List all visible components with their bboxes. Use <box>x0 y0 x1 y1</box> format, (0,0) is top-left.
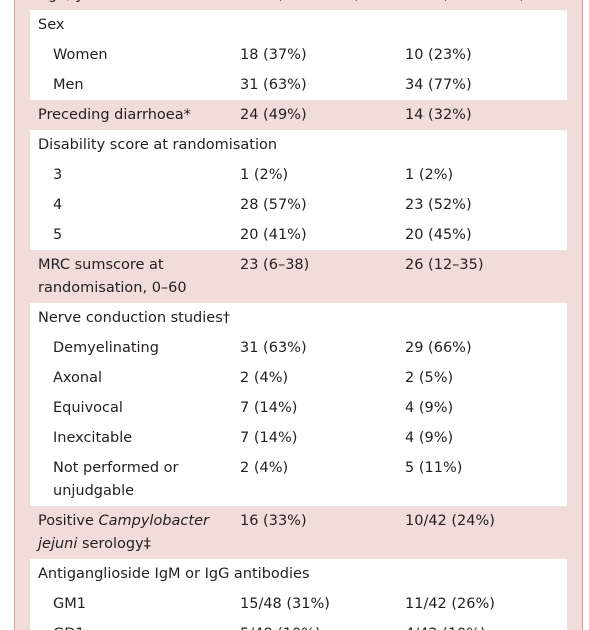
cell-value: 20 (41%) <box>240 226 307 243</box>
table-row: Men 31 (63%) 34 (77%) <box>30 70 567 100</box>
cell-value: 4 (9%) <box>405 399 454 416</box>
cell-value: 55·0 (42·5–70·0) <box>405 0 525 7</box>
cell-value: 24 (49%) <box>240 106 307 123</box>
row-label: Preceding diarrhoea* <box>38 106 191 123</box>
table-row: GM1 15/48 (31%) 11/42 (26%) <box>30 589 567 619</box>
cell-value: 4/42 (10%) <box>405 623 486 630</box>
cell-value: 16 (33%) <box>240 512 307 529</box>
cell-value: 7 (14%) <box>240 429 298 446</box>
row-group: Antiganglioside IgM or IgG antibodies GM1… <box>30 559 567 630</box>
cell-value: 34 (77%) <box>405 76 472 93</box>
cell-value: 31 (63%) <box>240 76 307 93</box>
cell-value: 26 (12–35) <box>405 256 484 273</box>
table-row: GD1 5/48 (10%) 4/42 (10%) <box>30 619 567 630</box>
cell-value: 2 (5%) <box>405 369 454 386</box>
row-label: Positive Campylobacter jejuni serology‡ <box>38 510 210 556</box>
cell-value: 15/48 (31%) <box>240 595 330 612</box>
row-label: Equivocal <box>53 399 123 416</box>
group-label: Antiganglioside IgM or IgG antibodies <box>38 565 310 582</box>
row-label: 4 <box>53 196 63 213</box>
row-label: Demyelinating <box>53 339 159 356</box>
row-label: Axonal <box>53 369 103 386</box>
row-group: Sex Women 18 (37%) 10 (23%) Men 31 (63%) 34 (7… <box>30 10 567 100</box>
table-row: 3 1 (2%) 1 (2%) <box>30 160 567 190</box>
table-row: Axonal 2 (4%) 2 (5%) <box>30 363 567 393</box>
group-header: Antiganglioside IgM or IgG antibodies <box>30 559 567 589</box>
row-label: 5 <box>53 226 63 243</box>
table-frame: Age, years 60·0 (35·5–74·0) 55·0 (42·5–70·… <box>14 0 583 630</box>
group-header: Nerve conduction studies† <box>30 303 567 333</box>
row-label: Men <box>53 76 84 93</box>
table-row: Preceding diarrhoea* 24 (49%) 14 (32%) <box>30 100 567 130</box>
cell-value: 5/48 (10%) <box>240 623 321 630</box>
cell-value: 60·0 (35·5–74·0) <box>240 0 360 7</box>
cell-value: 28 (57%) <box>240 196 307 213</box>
group-label: Disability score at randomisation <box>38 136 278 153</box>
row-label: Age, years <box>38 0 210 7</box>
cell-value: 14 (32%) <box>405 106 472 123</box>
row-label: 3 <box>53 166 63 183</box>
row-label: GD1 <box>53 623 210 630</box>
group-header: Sex <box>30 10 567 40</box>
cell-value: 23 (52%) <box>405 196 472 213</box>
cell-value: 10/42 (24%) <box>405 512 495 529</box>
row-label: MRC sumscore at randomisation, 0–60 <box>38 256 187 296</box>
cell-value: 11/42 (26%) <box>405 595 495 612</box>
table-row: Demyelinating 31 (63%) 29 (66%) <box>30 333 567 363</box>
table-row: Equivocal 7 (14%) 4 (9%) <box>30 393 567 423</box>
row-label: GM1 <box>53 595 86 612</box>
table-row: MRC sumscore at randomisation, 0–60 23 (6… <box>30 250 567 303</box>
table-row: 5 20 (41%) 20 (45%) <box>30 220 567 250</box>
group-header: Disability score at randomisation <box>30 130 567 160</box>
table: Age, years 60·0 (35·5–74·0) 55·0 (42·5–70·… <box>30 0 567 630</box>
cell-value: 2 (4%) <box>240 459 289 476</box>
row-label: Not performed or unjudgable <box>53 459 179 499</box>
cell-value: 10 (23%) <box>405 46 472 63</box>
row-label: Women <box>53 46 108 63</box>
cell-value: 1 (2%) <box>405 166 454 183</box>
cell-value: 23 (6–38) <box>240 256 310 273</box>
cell-value: 18 (37%) <box>240 46 307 63</box>
group-label: Nerve conduction studies† <box>38 309 231 326</box>
table-row: 4 28 (57%) 23 (52%) <box>30 190 567 220</box>
row-group: Disability score at randomisation 3 1 (2%)… <box>30 130 567 250</box>
row-label: Inexcitable <box>53 429 133 446</box>
cell-value: 7 (14%) <box>240 399 298 416</box>
table-row: Inexcitable 7 (14%) 4 (9%) <box>30 423 567 453</box>
label-part: Campylobacter jejuni <box>38 512 209 552</box>
cell-value: 4 (9%) <box>405 429 454 446</box>
table-row: Women 18 (37%) 10 (23%) <box>30 40 567 70</box>
label-part: Positive <box>38 512 99 529</box>
cell-value: 29 (66%) <box>405 339 472 356</box>
cell-value: 20 (45%) <box>405 226 472 243</box>
cell-value: 2 (4%) <box>240 369 289 386</box>
group-label: Sex <box>38 16 65 33</box>
table-row: Not performed or unjudgable 2 (4%) 5 (11%) <box>30 453 567 506</box>
table-row: Positive Campylobacter jejuni serology‡ 1… <box>30 506 567 559</box>
cell-value: 31 (63%) <box>240 339 307 356</box>
label-part: serology‡ <box>77 535 151 552</box>
cell-value: 1 (2%) <box>240 166 289 183</box>
row-group: Nerve conduction studies† Demyelinating 31… <box>30 303 567 506</box>
table-row: Age, years 60·0 (35·5–74·0) 55·0 (42·5–70·… <box>30 0 567 10</box>
cell-value: 5 (11%) <box>405 459 463 476</box>
